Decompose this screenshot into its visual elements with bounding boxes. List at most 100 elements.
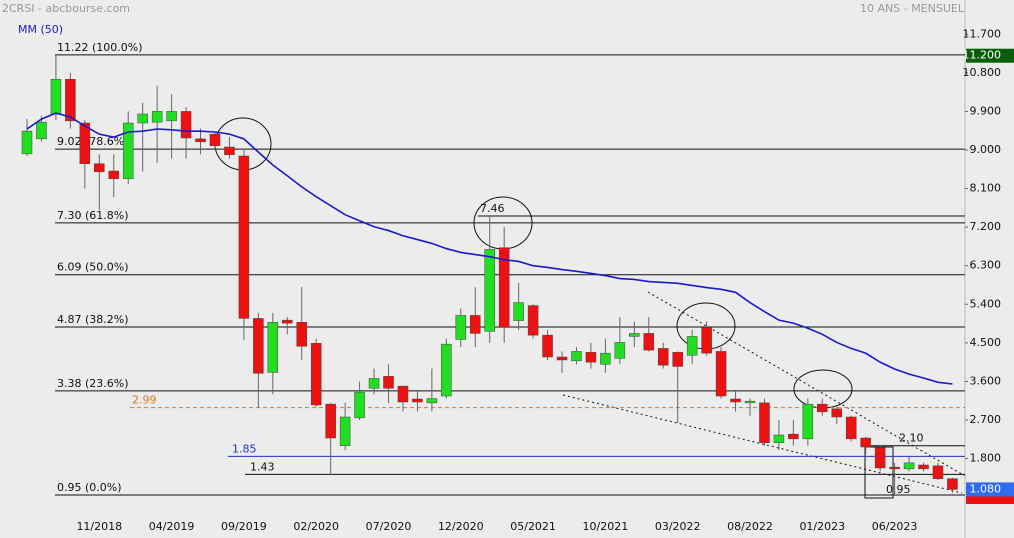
price-marker	[966, 482, 1014, 497]
candle-body	[354, 391, 365, 419]
y-tick-label: 6.300	[970, 259, 1002, 272]
y-tick-label: 11.700	[963, 27, 1002, 40]
candle-body	[224, 146, 235, 155]
candle-body	[166, 111, 177, 122]
y-tick-label: 2.700	[970, 413, 1002, 426]
level-label: 9.02 (78.6%)	[57, 135, 129, 148]
candle-body	[21, 130, 33, 155]
level-label: 0.95 (0.0%)	[57, 481, 122, 494]
candle-body	[889, 466, 900, 470]
candle-body	[527, 305, 539, 336]
candle-body	[137, 113, 148, 124]
x-tick-label: 06/2023	[872, 520, 918, 533]
candle-body	[238, 155, 250, 319]
level-label: 3.38 (23.6%)	[57, 377, 129, 390]
candle-body	[802, 403, 814, 440]
x-tick-label: 04/2019	[149, 520, 195, 533]
candle-body	[730, 398, 741, 403]
price-tag	[966, 496, 1014, 504]
candle-body	[932, 465, 944, 479]
candle-body	[195, 138, 206, 143]
candle-body	[831, 408, 843, 418]
candle-body	[484, 249, 495, 332]
candle-body	[368, 378, 380, 389]
candle-body	[470, 315, 481, 334]
candle-body	[36, 121, 47, 140]
candle-body	[874, 447, 886, 469]
candle-body	[412, 398, 423, 403]
y-tick-label: 3.600	[970, 374, 1002, 387]
candle-body	[310, 343, 322, 406]
y-tick-label: 10.800	[963, 66, 1002, 79]
candle-body	[614, 342, 626, 359]
level-label: 2.99	[132, 394, 157, 407]
candle-body	[759, 402, 770, 443]
price-marker	[966, 48, 1014, 63]
y-tick-label: 1.800	[970, 452, 1002, 465]
x-tick-label: 05/2021	[510, 520, 556, 533]
candle-body	[845, 416, 857, 440]
x-tick-label: 12/2020	[438, 520, 484, 533]
box	[864, 446, 894, 499]
y-tick-label: 7.200	[970, 220, 1002, 233]
candle-body	[426, 398, 438, 404]
candle-body	[455, 315, 467, 340]
y-tick-label: 9.900	[970, 104, 1002, 117]
candle-body	[542, 334, 553, 358]
legend-label: MM (50)	[18, 23, 63, 36]
candle-body	[498, 247, 510, 328]
candle-body	[180, 111, 192, 139]
candle-body	[267, 322, 279, 373]
candle-body	[600, 352, 611, 365]
candle-body	[629, 333, 640, 337]
price-marker-label: 1.080	[970, 482, 1002, 495]
candle-body	[65, 79, 76, 122]
candle-body	[918, 464, 929, 470]
level-label: 11.22 (100.0%)	[57, 41, 143, 54]
candle-body	[513, 302, 524, 321]
y-tick-label: 4.500	[970, 336, 1002, 349]
candle-body	[744, 400, 756, 404]
candle-body	[817, 403, 828, 413]
candle-body	[50, 79, 62, 115]
x-tick-label: 02/2020	[293, 520, 339, 533]
level-label: 2.10	[899, 432, 924, 445]
x-tick-label: 11/2018	[76, 520, 122, 533]
level-label: 6.09 (50.0%)	[57, 261, 129, 274]
candle-body	[325, 403, 336, 439]
candle-body	[657, 348, 669, 366]
candles	[21, 54, 958, 495]
x-tick-label: 07/2020	[366, 520, 412, 533]
y-tick-label: 9.000	[970, 143, 1002, 156]
candle-body	[571, 351, 582, 362]
candle-body	[903, 462, 915, 470]
candle-body	[296, 322, 307, 347]
y-tick-label: 5.400	[970, 297, 1002, 310]
price-marker-label: 11.200	[963, 49, 1002, 62]
level-label: 1.43	[250, 460, 275, 473]
candle-body	[715, 351, 727, 397]
candle-body	[209, 133, 221, 146]
candle-body	[672, 352, 683, 367]
level-label: 7.46	[480, 202, 505, 215]
candle-body	[701, 327, 712, 354]
candle-body	[441, 343, 452, 397]
chart-title: 2CRSI - abcbourse.com	[2, 2, 130, 15]
candle-body	[585, 352, 597, 363]
candle-body	[788, 433, 799, 440]
candle-body	[383, 376, 394, 389]
candle-body	[282, 319, 293, 324]
candle-body	[108, 170, 120, 179]
candle-body	[122, 122, 134, 179]
x-tick-label: 08/2022	[727, 520, 773, 533]
x-tick-label: 03/2022	[655, 520, 701, 533]
candle-body	[860, 437, 871, 448]
level-label: 4.87 (38.2%)	[57, 313, 129, 326]
level-label: 0.95	[886, 483, 911, 496]
ma-line	[26, 112, 953, 385]
candle-body	[556, 356, 568, 361]
level-label: 1.85	[232, 442, 257, 455]
candle-body	[79, 122, 91, 164]
chart-subtitle: 10 ANS - MENSUEL	[860, 2, 965, 15]
